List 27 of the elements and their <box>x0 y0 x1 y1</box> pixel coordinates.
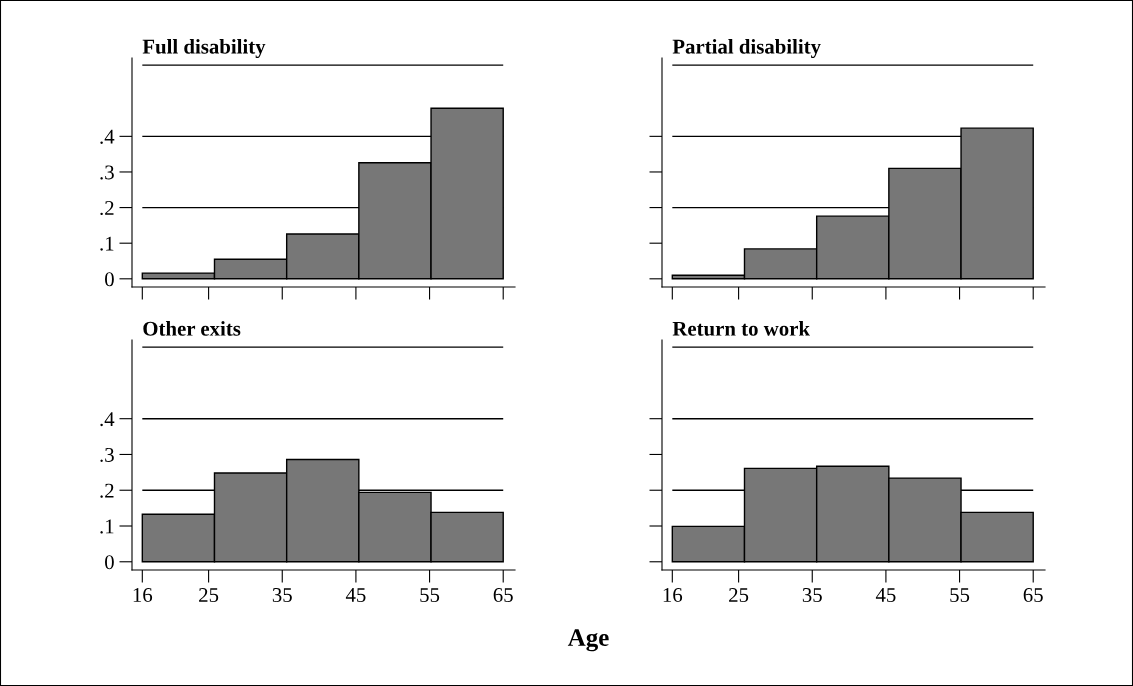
y-tick-label: .1 <box>100 236 114 251</box>
y-tick-label: 0 <box>105 272 114 287</box>
x-tick-label: 16 <box>663 588 683 603</box>
y-tick-label: .4 <box>100 412 115 427</box>
y-tick-label: .2 <box>100 483 114 498</box>
x-tick-label: 25 <box>729 588 749 603</box>
x-tick-label: 25 <box>199 588 219 603</box>
y-tick-label: .4 <box>100 129 115 144</box>
x-tick-label: 65 <box>493 588 513 603</box>
x-tick-label: 55 <box>420 588 440 603</box>
chart-title: Other exits <box>143 321 241 336</box>
x-tick-label: 65 <box>1023 588 1043 603</box>
x-tick-label: 55 <box>950 588 970 603</box>
x-tick-label: 16 <box>133 588 153 603</box>
y-tick-label: 0 <box>105 555 114 570</box>
x-axis-title: Age <box>567 629 609 652</box>
x-tick-label: 45 <box>875 588 896 603</box>
y-tick-label: .3 <box>100 447 114 462</box>
chart-title: Full disability <box>142 39 266 58</box>
x-tick-label: 35 <box>272 588 292 603</box>
chart-title: Partial disability <box>672 39 821 58</box>
y-tick-label: .2 <box>100 201 114 216</box>
y-tick-label: .1 <box>100 519 114 534</box>
x-tick-label: 45 <box>345 588 366 603</box>
y-tick-label: .3 <box>100 165 114 180</box>
chart-title: Return to work <box>672 321 810 336</box>
x-tick-label: 35 <box>802 588 822 603</box>
